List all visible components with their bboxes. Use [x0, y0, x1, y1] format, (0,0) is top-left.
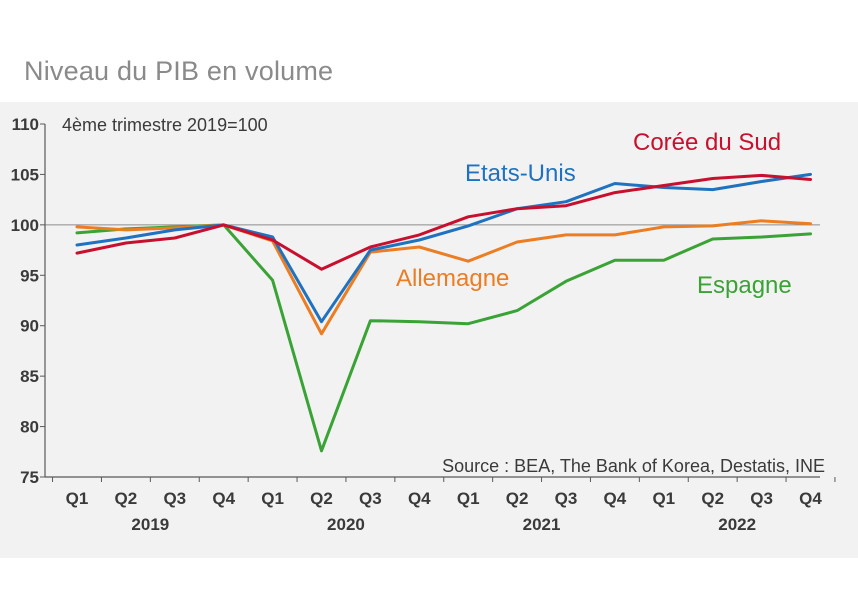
x-year-label: 2022	[718, 515, 756, 534]
x-tick-label: Q4	[408, 489, 431, 508]
x-axis-ticks: Q1 Q2 Q3 Q4 Q1 Q2 Q3 Q4 Q1 Q2 Q3 Q4 Q1 Q2 Q3 Q4	[52, 477, 836, 508]
x-tick-label: Q2	[506, 489, 529, 508]
series-line-espagne	[75, 223, 812, 453]
x-tick-label: Q1	[652, 489, 675, 508]
y-tick-label: 110	[12, 115, 39, 134]
x-tick-label: Q4	[604, 489, 627, 508]
y-tick-label: 100	[11, 216, 39, 235]
x-tick-label: Q3	[359, 489, 382, 508]
series-label-espagne: Espagne	[697, 272, 792, 299]
series-label-etats-unis: Etats-Unis	[465, 160, 576, 187]
series-line-cor-e-du-sud	[75, 173, 812, 271]
x-tick-label: Q2	[310, 489, 333, 508]
x-axis-year-labels: 2019 2020 2021 2022	[131, 515, 756, 534]
chart-panel: 75 80 85 90 95 100 105 110 Q1 Q2 Q3 Q4 Q1 Q2 Q3 Q4 Q1 Q2…	[0, 102, 858, 558]
x-tick-label: Q3	[555, 489, 578, 508]
y-axis-ticks: 75 80 85 90 95 100 105 110	[11, 115, 45, 487]
series-line-etats-unis	[75, 172, 812, 324]
x-tick-label: Q1	[261, 489, 284, 508]
x-tick-label: Q4	[799, 489, 822, 508]
axes	[44, 124, 820, 478]
series-label-cor-e-du-sud: Corée du Sud	[633, 129, 781, 156]
x-tick-label: Q4	[212, 489, 235, 508]
x-tick-label: Q3	[163, 489, 186, 508]
y-tick-label: 85	[20, 367, 39, 386]
series-labels: Espagne Allemagne Etats-Unis Corée du Sud	[396, 129, 792, 299]
line-chart: 75 80 85 90 95 100 105 110 Q1 Q2 Q3 Q4 Q1 Q2 Q3 Q4 Q1 Q2…	[11, 115, 836, 534]
series-lines	[75, 172, 812, 453]
y-tick-label: 105	[11, 165, 39, 184]
x-tick-label: Q1	[457, 489, 480, 508]
chart-title: Niveau du PIB en volume	[24, 56, 334, 86]
y-tick-label: 80	[20, 418, 39, 437]
x-year-label: 2021	[523, 515, 561, 534]
x-year-label: 2020	[327, 515, 365, 534]
series-label-allemagne: Allemagne	[396, 265, 509, 292]
y-tick-label: 90	[20, 317, 39, 336]
x-tick-label: Q2	[701, 489, 724, 508]
y-tick-label: 75	[20, 468, 39, 487]
source-note: Source : BEA, The Bank of Korea, Destati…	[442, 456, 825, 476]
y-tick-label: 95	[20, 266, 39, 285]
x-tick-label: Q1	[66, 489, 89, 508]
x-tick-label: Q3	[750, 489, 773, 508]
x-year-label: 2019	[131, 515, 169, 534]
base-annotation: 4ème trimestre 2019=100	[62, 115, 268, 135]
x-tick-label: Q2	[115, 489, 138, 508]
